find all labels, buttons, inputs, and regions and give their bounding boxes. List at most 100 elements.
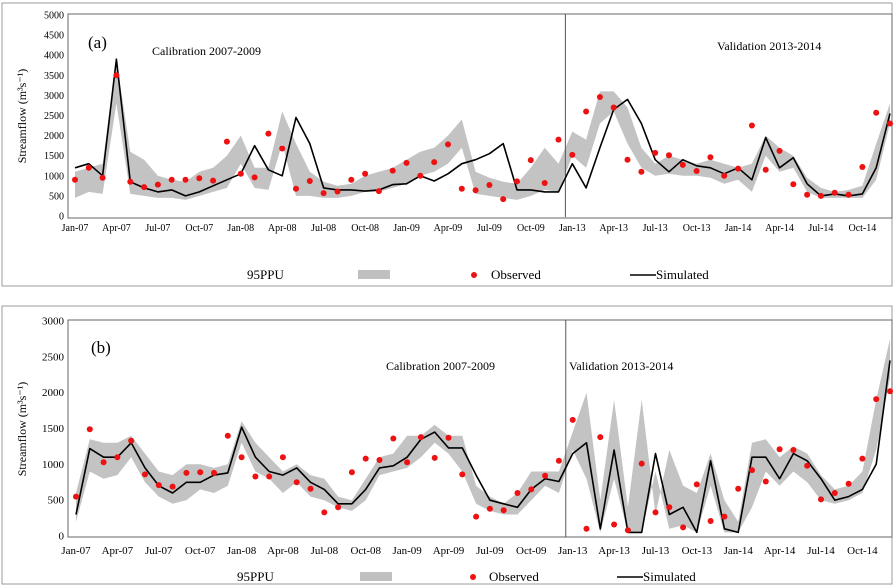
panel-a-x-ticks: Jan-07 Apr-07 Jul-07 Oct-07 Jan-08 Apr-08 Jul-…: [62, 223, 877, 234]
observed-point: [679, 161, 686, 168]
x-tick-label: Jul-08: [311, 223, 336, 234]
observed-point: [776, 446, 783, 453]
panel-a-legend-observed: Observed: [491, 267, 541, 282]
observed-point: [707, 518, 714, 524]
observed-point: [114, 454, 121, 461]
observed-point: [376, 457, 383, 463]
observed-point: [445, 434, 452, 441]
observed-point: [721, 172, 728, 179]
panel-b-legend-95ppu: 95PPU: [237, 569, 274, 584]
x-tick-label: Jan-09: [392, 545, 422, 557]
observed-point: [183, 469, 190, 476]
panel-b-95ppu-band: [76, 338, 890, 533]
observed-point: [72, 176, 78, 183]
observed-point: [182, 176, 189, 183]
observed-point: [569, 416, 576, 423]
observed-point: [100, 459, 107, 466]
observed-point: [390, 435, 397, 442]
observed-point: [155, 482, 162, 489]
observed-point: [197, 469, 204, 476]
observed-point: [887, 120, 893, 127]
panel-a-legend: 95PPU Observed Simulated: [247, 267, 709, 282]
observed-point: [431, 454, 438, 461]
x-tick-label: Apr-09: [434, 223, 463, 234]
observed-point: [804, 462, 811, 469]
observed-point: [335, 504, 342, 511]
observed-point: [541, 180, 548, 186]
x-tick-label: Jan-08: [227, 545, 257, 557]
x-tick-label: Apr-09: [433, 545, 465, 557]
observed-point: [266, 473, 273, 480]
x-tick-label: Apr-14: [765, 223, 794, 234]
observed-point: [873, 396, 880, 403]
x-tick-label: Oct-07: [185, 223, 213, 234]
observed-point: [223, 138, 230, 145]
observed-point: [624, 527, 631, 534]
observed-point: [473, 513, 480, 520]
y-tick-label: 1500: [42, 423, 65, 435]
observed-point: [169, 483, 176, 490]
observed-point: [375, 188, 382, 195]
observed-point: [831, 490, 838, 496]
observed-point: [486, 505, 493, 512]
observed-point: [859, 164, 866, 170]
observed-point: [693, 481, 700, 488]
y-tick-label: 3000: [44, 91, 64, 102]
panel-a-validation-label: Validation 2013-2014: [717, 39, 821, 53]
95ppu-band-area: [75, 59, 890, 200]
observed-point: [583, 525, 590, 532]
observed-point: [279, 454, 286, 461]
panel-a-y-ticks: 0 500 1000 1500 2000 2500 3000 3500 4000 4500 5000: [44, 11, 64, 223]
observed-point: [569, 151, 576, 158]
observed-point: [320, 190, 327, 197]
observed-point: [611, 521, 618, 528]
observed-point: [458, 185, 465, 192]
observed-point: [528, 486, 535, 493]
observed-point: [500, 196, 507, 203]
y-tick-label: 3500: [44, 71, 64, 82]
x-tick-label: Jul-07: [145, 545, 173, 557]
observed-point: [762, 166, 769, 173]
x-tick-label: Apr-14: [764, 545, 796, 557]
x-tick-label: Jan-09: [393, 223, 420, 234]
observed-point: [555, 136, 562, 143]
observed-point: [251, 174, 258, 181]
x-tick-label: Oct-08: [350, 545, 381, 557]
observed-point: [638, 168, 645, 175]
observed-point: [583, 108, 590, 115]
observed-point: [527, 157, 534, 164]
observed-point: [211, 469, 217, 476]
observed-point: [555, 457, 562, 464]
y-tick-label: 5000: [44, 11, 64, 22]
observed-point: [845, 191, 852, 198]
simulated-line: [74, 58, 891, 197]
observed-point: [472, 187, 479, 194]
x-tick-label: Jan-14: [724, 545, 754, 557]
observed-point: [348, 176, 355, 183]
observed-point: [749, 467, 755, 474]
observed-point: [306, 178, 313, 184]
observed-point: [237, 170, 244, 177]
observed-point: [321, 509, 328, 516]
observed-point: [99, 174, 106, 181]
observed-point: [693, 168, 700, 174]
observed-point: [445, 141, 451, 148]
panel-b-x-ticks: Jan-07 Apr-07 Jul-07 Oct-07 Jan-08 Apr-08 Jul-…: [61, 545, 878, 557]
x-tick-label: Jul-09: [477, 223, 502, 234]
observed-point: [113, 72, 120, 79]
x-tick-label: Apr-08: [267, 545, 299, 557]
observed-point: [859, 455, 866, 462]
observed-point: [307, 485, 314, 492]
observed-point: [389, 167, 396, 174]
observed-point: [887, 388, 893, 395]
x-tick-label: Jul-14: [808, 223, 833, 234]
observed-point: [141, 184, 148, 191]
observed-point: [873, 109, 880, 116]
observed-point: [431, 159, 438, 166]
y-tick-label: 4000: [44, 51, 64, 62]
panel-b-calibration-label: Calibration 2007-2009: [386, 359, 495, 373]
panel-a-chart: (a) Calibration 2007-2009 Validation 201…: [1, 2, 893, 287]
observed-point: [596, 94, 603, 100]
y-tick-label: 3000: [42, 316, 65, 328]
